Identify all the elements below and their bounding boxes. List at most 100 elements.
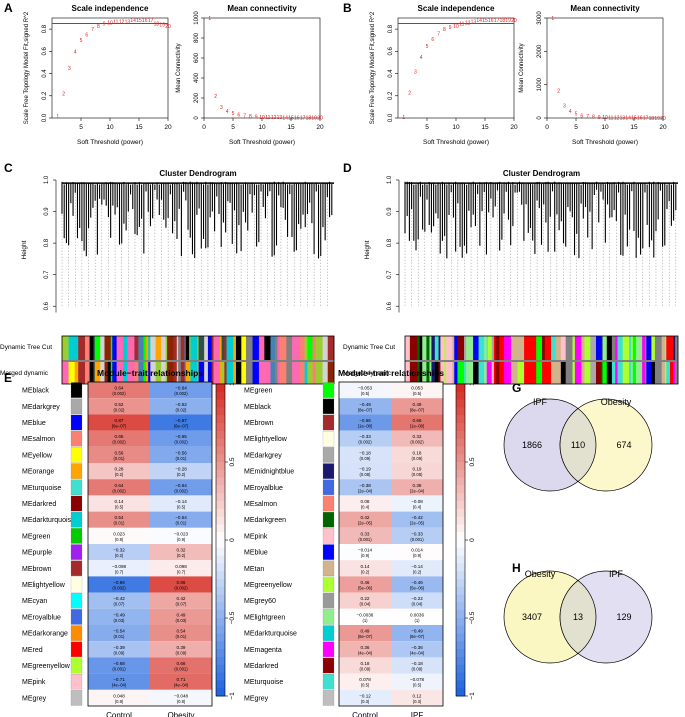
legend-swatch	[216, 524, 225, 533]
data-point: 9	[255, 115, 258, 121]
cell-pvalue: (0.2)	[177, 472, 186, 477]
cell-pvalue: (0.7)	[115, 569, 124, 574]
module-label: MEblue	[244, 550, 268, 557]
heat-cell	[88, 479, 150, 496]
cell-value: 0.87	[115, 418, 124, 423]
cell-value: 0.22	[361, 596, 370, 601]
data-point: 4	[74, 49, 77, 55]
module-color-segment	[530, 362, 537, 384]
data-point: 1	[56, 114, 59, 120]
module-color-segment	[530, 336, 537, 360]
module-color-segment	[304, 362, 308, 384]
module-color-segment	[405, 362, 411, 384]
heat-cell	[88, 608, 150, 625]
data-point: 3	[563, 103, 566, 109]
module-swatch	[70, 641, 83, 658]
module-swatch	[322, 673, 335, 690]
module-color-segment	[85, 336, 90, 360]
chart-title: Cluster Dendrogram	[159, 169, 236, 178]
module-color-segment	[491, 336, 495, 360]
legend-swatch	[216, 688, 225, 697]
module-color-segment	[150, 336, 156, 360]
data-point: 19	[159, 23, 165, 29]
module-swatch	[70, 495, 83, 512]
module-color-segment	[138, 362, 144, 384]
module-swatch	[70, 398, 83, 415]
heat-cell	[339, 641, 391, 658]
data-point: 20	[511, 18, 517, 24]
module-color-segment	[646, 336, 652, 360]
cell-pvalue: (0.9)	[413, 553, 422, 558]
module-color-segment	[628, 362, 632, 384]
legend-swatch	[456, 446, 465, 455]
cell-value: 0.0036	[410, 612, 424, 617]
heat-cell	[391, 382, 443, 399]
module-color-segment	[644, 362, 647, 384]
module-color-segment	[224, 336, 227, 360]
module-color-segment	[487, 336, 493, 360]
legend-tick-label: 1	[469, 382, 476, 386]
module-swatch	[70, 576, 83, 593]
module-color-segment	[595, 336, 602, 360]
module-color-segment	[555, 336, 562, 360]
module-swatch	[70, 414, 83, 431]
cell-pvalue: (0.9)	[115, 537, 124, 542]
module-color-segment	[440, 362, 445, 384]
legend-swatch	[456, 477, 465, 486]
data-point: 4	[420, 55, 423, 61]
module-color-segment	[567, 362, 573, 384]
module-color-segment	[574, 362, 582, 384]
color-bar-frame	[404, 335, 679, 385]
module-label: MEsalmon	[244, 501, 277, 508]
heat-cell	[150, 463, 212, 480]
data-point: 1	[208, 16, 211, 22]
column-label: IPF	[411, 711, 424, 717]
module-color-segment	[544, 362, 552, 384]
module-color-segment	[517, 362, 525, 384]
module-swatch	[70, 625, 83, 641]
module-color-segment	[198, 362, 205, 384]
module-color-segment	[292, 336, 296, 360]
heat-cell	[391, 657, 443, 674]
cell-pvalue: (0.09)	[360, 667, 372, 672]
legend-swatch	[456, 664, 465, 674]
legend-swatch	[456, 586, 465, 596]
legend-swatch	[216, 446, 225, 455]
data-point: 9	[598, 115, 601, 121]
y-axis-label: Height	[21, 240, 28, 259]
cell-value: −0.71	[113, 677, 125, 682]
cell-value: −0.22	[411, 596, 423, 601]
column-label: Control	[106, 711, 132, 717]
cell-value: −0.023	[174, 531, 189, 536]
module-color-segment	[478, 336, 485, 360]
module-swatch	[322, 495, 335, 512]
module-color-segment	[574, 336, 582, 360]
module-swatch	[322, 690, 335, 706]
legend-tick-label: −1	[229, 692, 236, 700]
module-color-segment	[617, 362, 624, 384]
data-point: 11	[608, 115, 613, 121]
heat-cell	[150, 641, 212, 658]
heat-cell	[88, 414, 150, 431]
y-tick-label: 0.9	[44, 207, 50, 216]
cell-value: −0.54	[175, 515, 187, 520]
module-swatch	[70, 657, 83, 674]
cell-value: −0.46	[411, 580, 423, 585]
module-color-segment	[572, 362, 576, 384]
cell-value: 0.56	[115, 450, 124, 455]
module-color-segment	[419, 362, 423, 384]
y-tick-label: 0.0	[388, 113, 394, 122]
module-color-segment	[62, 336, 69, 360]
module-label: MEdarkred	[244, 663, 278, 670]
module-swatch	[70, 463, 83, 479]
cell-value: 0.65	[115, 434, 124, 439]
y-tick-label: 0.7	[44, 270, 50, 279]
chart-title: Cluster Dendrogram	[503, 169, 580, 178]
y-tick-label: 600	[194, 52, 200, 63]
cell-pvalue: (5e−06)	[410, 586, 425, 591]
data-point: 6	[237, 113, 240, 119]
cell-pvalue: (0.2)	[115, 553, 124, 558]
module-color-segment	[127, 336, 135, 360]
heat-cell	[88, 446, 150, 463]
